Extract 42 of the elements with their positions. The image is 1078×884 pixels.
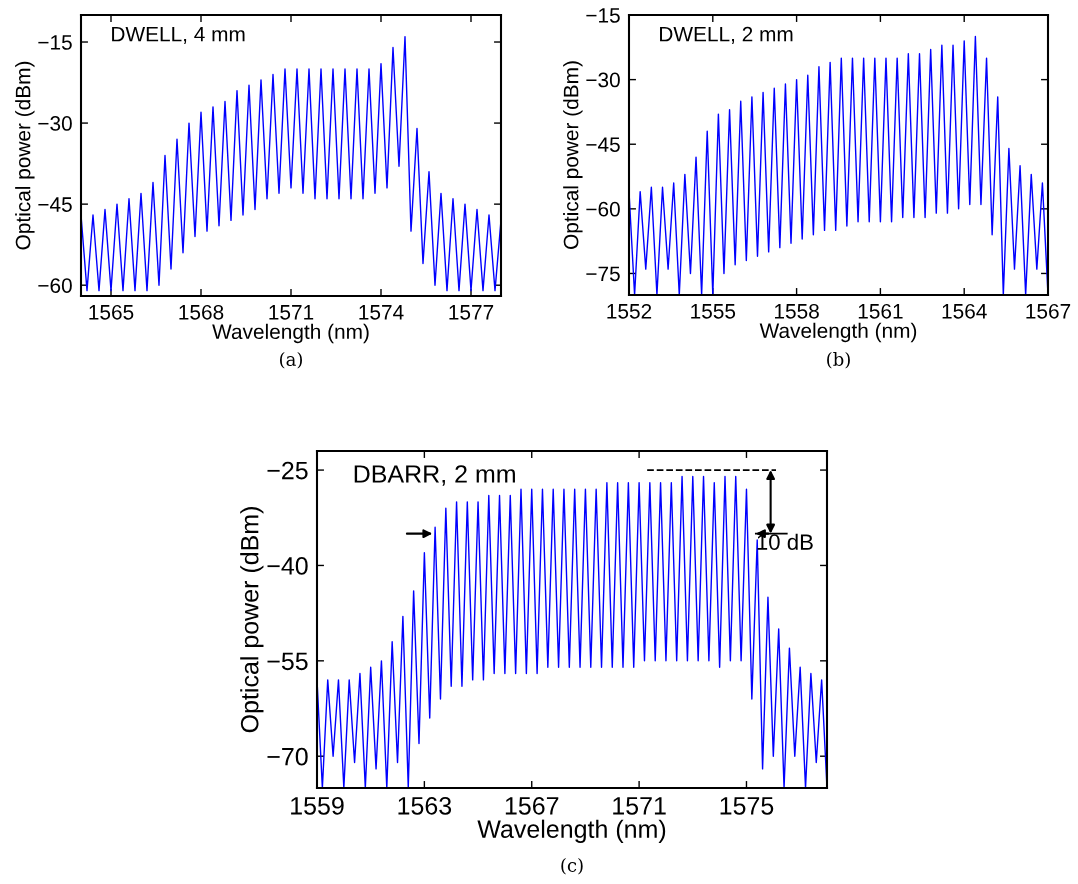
annotation: 10 dB (757, 533, 813, 550)
text: (b) (827, 352, 850, 369)
y-tick-label: −45 (586, 137, 620, 152)
text: (c) (561, 858, 583, 875)
x-tick-label: 1559 (291, 796, 344, 815)
y-axis-title: Optical power (dBm) (563, 61, 583, 249)
chart-title: DBARR, 2 mm (354, 465, 515, 486)
x-tick-label: 1561 (858, 303, 903, 319)
y-axis-title: Optical power (dBm) (15, 61, 35, 250)
y-tick-label: −15 (586, 8, 620, 23)
y-axis-title: Optical power (dBm) (240, 507, 264, 733)
chart-title: DWELL, 2 mm (660, 26, 793, 44)
x-tick-label: 1565 (89, 304, 134, 320)
y-tick-label: −40 (267, 557, 308, 575)
x-tick-label: 1564 (942, 303, 987, 319)
x-tick-label: 1552 (607, 303, 652, 319)
x-axis-title: Wavelength (nm) (759, 322, 917, 343)
text: (a) (280, 352, 302, 369)
y-tick-label: −15 (38, 35, 72, 50)
x-tick-label: 1571 (613, 797, 666, 815)
x-axis-title: Wavelength (nm) (212, 323, 369, 344)
y-tick-label: −60 (586, 201, 620, 217)
y-tick-label: −55 (267, 652, 308, 671)
y-tick-label: −70 (267, 747, 308, 766)
y-tick-label: −45 (38, 197, 72, 212)
chart-title: DWELL, 4 mm (112, 27, 245, 44)
x-tick-label: 1575 (720, 797, 774, 815)
x-tick-label: 1567 (505, 796, 559, 815)
y-tick-label: −30 (586, 72, 620, 88)
y-tick-label: −75 (586, 266, 620, 282)
x-axis-title: Wavelength (nm) (477, 819, 666, 843)
x-tick-label: 1563 (398, 796, 452, 815)
x-tick-label: 1577 (449, 305, 494, 320)
x-tick-label: 1571 (269, 305, 314, 320)
x-tick-label: 1574 (359, 305, 404, 320)
y-tick-label: −30 (38, 116, 72, 131)
x-tick-label: 1567 (1026, 303, 1071, 319)
x-tick-label: 1558 (775, 303, 819, 319)
x-tick-label: 1568 (179, 304, 224, 320)
x-tick-label: 1555 (691, 304, 736, 319)
y-tick-label: −25 (267, 461, 308, 480)
y-tick-label: −60 (38, 278, 72, 293)
